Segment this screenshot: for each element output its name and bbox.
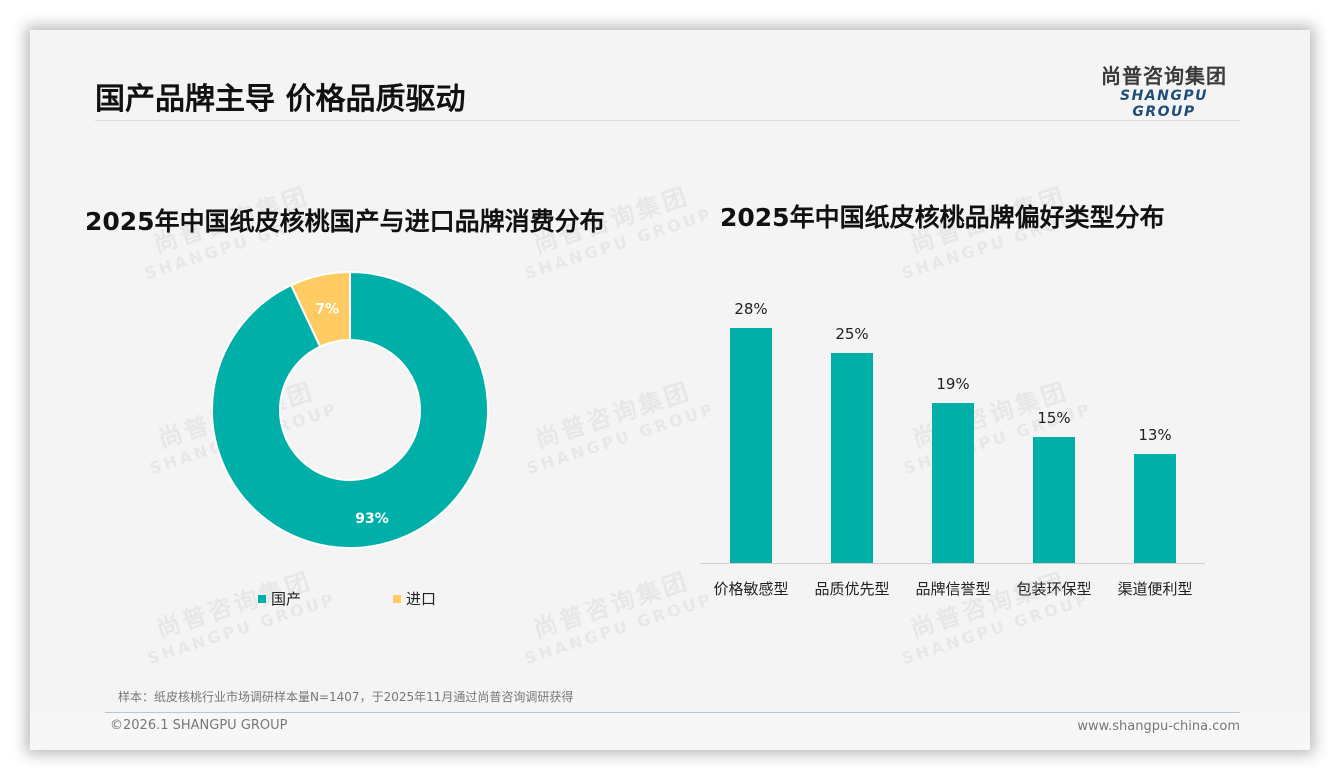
bar-value-label: 15% <box>1037 409 1071 427</box>
footer-bar <box>30 713 1310 750</box>
category-label: 品牌信誉型 <box>915 580 991 598</box>
category-label: 品质优先型 <box>814 580 890 598</box>
bar-3 <box>1033 437 1075 563</box>
footer-divider <box>105 712 1240 713</box>
legend-label: 进口 <box>406 590 437 608</box>
legend-label: 国产 <box>271 590 302 608</box>
category-label: 渠道便利型 <box>1117 580 1193 598</box>
x-axis-line <box>700 563 1205 564</box>
bar-value-label: 19% <box>936 375 970 394</box>
legend-item-import: 进口 <box>393 588 436 609</box>
website-link[interactable]: www.shangpu-china.com <box>1077 719 1240 734</box>
donut-slice-1 <box>289 270 351 348</box>
slide: 尚普咨询集团 SHANGPU GROUP 尚普咨询集团 SHANGPU GROUP … <box>30 30 1310 750</box>
legend-swatch-yellow <box>393 594 401 603</box>
donut-label-1: 7% <box>315 302 339 318</box>
logo-en-text: SHANGPU GROUP <box>1120 88 1208 120</box>
donut-label-0: 93% <box>355 511 389 527</box>
category-label: 包装环保型 <box>1016 580 1092 598</box>
bar-value-label: 28% <box>734 299 768 318</box>
page-title: 国产品牌主导 价格品质驱动 <box>95 82 466 117</box>
donut-chart: 93% 7% <box>211 270 489 549</box>
bar-4 <box>1134 453 1176 563</box>
bar-0 <box>730 327 772 563</box>
legend-swatch-teal <box>258 594 266 603</box>
bar-2 <box>932 403 974 563</box>
title-divider <box>95 120 1240 121</box>
category-label: 价格敏感型 <box>713 580 789 598</box>
copyright-text: ©2026.1 SHANGPU GROUP <box>110 718 288 733</box>
bar-chart: 28% 价格敏感型 25% 品质优先型 19% 品牌信誉型 15% 包装环保型 13% 渠道便利型 <box>700 260 1205 598</box>
legend-item-domestic: 国产 <box>258 588 301 609</box>
bar-1 <box>831 353 873 563</box>
bar-chart-title: 2025年中国纸皮核桃品牌偏好类型分布 <box>720 203 1165 232</box>
company-logo: 尚普咨询集团 SHANGPU GROUP <box>1088 64 1240 120</box>
bar-value-label: 13% <box>1138 425 1172 444</box>
donut-slice-0 <box>211 270 489 549</box>
sample-note: 样本：纸皮核桃行业市场调研样本量N=1407，于2025年11月通过尚普咨询调研… <box>118 690 574 704</box>
bar-value-label: 25% <box>835 325 869 343</box>
donut-chart-title: 2025年中国纸皮核桃国产与进口品牌消费分布 <box>85 207 605 236</box>
logo-cn-text: 尚普咨询集团 <box>1101 64 1227 88</box>
